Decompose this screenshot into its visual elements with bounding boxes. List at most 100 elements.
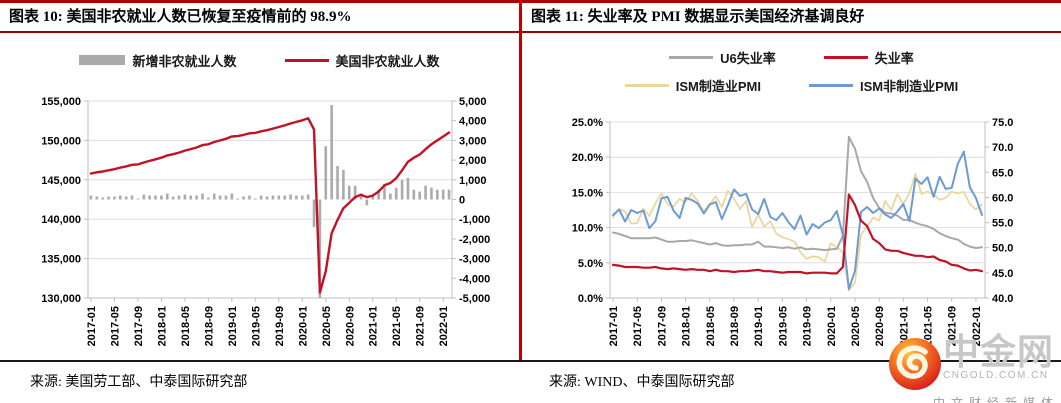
svg-text:50.0: 50.0 — [992, 243, 1013, 255]
svg-text:15.0%: 15.0% — [572, 187, 603, 199]
svg-text:155,000: 155,000 — [41, 96, 81, 108]
svg-text:130,000: 130,000 — [41, 293, 81, 305]
svg-text:-2,000: -2,000 — [459, 234, 490, 246]
svg-text:2020-01: 2020-01 — [826, 306, 838, 346]
svg-text:2019-09: 2019-09 — [274, 306, 286, 346]
svg-text:25.0%: 25.0% — [572, 117, 603, 129]
source-left: 来源: 美国劳工部、中泰国际研究部 — [30, 375, 248, 390]
legend-row: U6失业率 失业率 — [669, 48, 914, 67]
legend-swatch-icon — [809, 83, 853, 87]
svg-text:2020-05: 2020-05 — [321, 306, 333, 346]
panel-nonfarm-payrolls: 图表 10: 美国非农就业人数已恢复至疫情前的 98.9% 新增非农就业人数 美国… — [0, 3, 519, 361]
svg-text:40.0: 40.0 — [992, 293, 1013, 305]
svg-text:135,000: 135,000 — [41, 254, 81, 266]
svg-text:2021-09: 2021-09 — [947, 306, 959, 346]
svg-text:10.0%: 10.0% — [572, 223, 603, 235]
chart-title-right: 图表 11: 失业率及 PMI 数据显示美国经济基调良好 — [531, 9, 865, 25]
svg-text:2020-09: 2020-09 — [874, 306, 886, 346]
legend-swatch-icon — [823, 55, 868, 59]
svg-text:2017-01: 2017-01 — [608, 306, 620, 346]
svg-text:0.0%: 0.0% — [578, 293, 603, 305]
svg-text:60.0: 60.0 — [992, 192, 1013, 204]
logo-domain: CNGOLD.COM.CN — [943, 370, 1049, 381]
svg-text:2019-05: 2019-05 — [777, 306, 789, 346]
svg-text:2018-01: 2018-01 — [681, 306, 693, 346]
svg-text:2021-05: 2021-05 — [391, 306, 403, 346]
svg-text:2017-05: 2017-05 — [109, 306, 121, 346]
svg-text:2022-01: 2022-01 — [438, 306, 450, 346]
top-border-rule — [0, 0, 1061, 3]
svg-text:2018-05: 2018-05 — [180, 306, 192, 346]
unemployment-pmi-chart: 25.0% 20.0% 15.0% 10.0% 5.0% 0.0% 75.0 70.0 65.0… — [572, 117, 1014, 346]
svg-text:2017-05: 2017-05 — [632, 306, 644, 346]
svg-text:2017-09: 2017-09 — [656, 306, 668, 346]
svg-text:2021-05: 2021-05 — [923, 306, 935, 346]
title-rule-left — [0, 31, 519, 33]
legend-item: U6失业率 — [669, 48, 776, 67]
svg-text:1,000: 1,000 — [459, 175, 487, 187]
svg-text:2021-01: 2021-01 — [898, 306, 910, 346]
legend-label: ISM非制造业PMI — [860, 78, 959, 94]
panel-divider — [519, 0, 522, 362]
legend-item: ISM非制造业PMI — [809, 76, 958, 95]
svg-text:5.0%: 5.0% — [578, 258, 603, 270]
svg-text:20.0%: 20.0% — [572, 152, 603, 164]
cngold-logo-icon — [889, 338, 941, 390]
panel-unemployment-pmi: 图表 11: 失业率及 PMI 数据显示美国经济基调良好 U6失业率 失业率 ISM… — [522, 3, 1061, 361]
svg-text:2020-01: 2020-01 — [297, 306, 309, 346]
bottom-rule — [0, 360, 1061, 362]
legend-item: 美国非农就业人数 — [284, 51, 440, 70]
svg-text:-4,000: -4,000 — [459, 273, 490, 285]
svg-text:2017-09: 2017-09 — [133, 306, 145, 346]
svg-text:-5,000: -5,000 — [459, 293, 490, 305]
svg-text:2018-09: 2018-09 — [203, 306, 215, 346]
legend-row: 新增非农就业人数 美国非农就业人数 — [79, 51, 440, 70]
legend-label: ISM制造业PMI — [675, 78, 761, 94]
svg-text:-3,000: -3,000 — [459, 254, 490, 266]
legend-swatch-icon — [624, 83, 669, 87]
svg-text:-1,000: -1,000 — [459, 214, 490, 226]
svg-text:2019-05: 2019-05 — [250, 306, 262, 346]
svg-text:65.0: 65.0 — [992, 167, 1013, 179]
logo-name: 中金网 — [943, 331, 1055, 372]
chart-title-left: 图表 10: 美国非农就业人数已恢复至疫情前的 98.9% — [9, 9, 352, 25]
nonfarm-payrolls-chart: 155,000 150,000 145,000 140,000 135,000 130,0… — [41, 96, 490, 346]
legend-label: 美国非农就业人数 — [335, 53, 440, 69]
svg-text:4,000: 4,000 — [459, 116, 487, 128]
svg-text:2019-09: 2019-09 — [802, 306, 814, 346]
svg-text:45.0: 45.0 — [992, 268, 1013, 280]
legend-item: ISM制造业PMI — [624, 76, 761, 95]
legend-swatch-icon — [79, 55, 126, 65]
svg-text:2021-01: 2021-01 — [368, 306, 380, 346]
svg-text:145,000: 145,000 — [41, 175, 81, 187]
cngold-watermark-logo: 中金网 CNGOLD.COM.CN 中文财经新媒体 — [887, 331, 1059, 403]
svg-text:70.0: 70.0 — [992, 142, 1013, 154]
svg-text:0: 0 — [459, 195, 465, 207]
svg-text:2019-01: 2019-01 — [227, 306, 239, 346]
svg-text:2019-01: 2019-01 — [753, 306, 765, 346]
title-rule-right — [522, 31, 1061, 33]
logo-tagline: 中文财经新媒体 — [932, 396, 1059, 403]
legend-row: ISM制造业PMI ISM非制造业PMI — [624, 76, 958, 95]
svg-text:140,000: 140,000 — [41, 214, 81, 226]
legend-label: U6失业率 — [720, 50, 776, 66]
legend-label: 新增非农就业人数 — [132, 53, 237, 69]
svg-text:55.0: 55.0 — [992, 218, 1013, 230]
legend-item: 失业率 — [823, 48, 914, 67]
svg-text:2,000: 2,000 — [459, 155, 487, 167]
legend-item: 新增非农就业人数 — [79, 51, 237, 70]
svg-text:2018-05: 2018-05 — [705, 306, 717, 346]
svg-text:3,000: 3,000 — [459, 135, 487, 147]
svg-text:2021-09: 2021-09 — [415, 306, 427, 346]
svg-text:2022-01: 2022-01 — [971, 306, 983, 346]
svg-text:75.0: 75.0 — [992, 117, 1013, 129]
svg-text:2017-01: 2017-01 — [86, 306, 98, 346]
svg-text:2018-01: 2018-01 — [156, 306, 168, 346]
svg-text:2018-09: 2018-09 — [729, 306, 741, 346]
legend-swatch-icon — [284, 58, 329, 62]
legend-label: 失业率 — [874, 50, 914, 66]
svg-text:2020-05: 2020-05 — [850, 306, 862, 346]
svg-text:150,000: 150,000 — [41, 135, 81, 147]
source-right: 来源: WIND、中泰国际研究部 — [549, 375, 735, 390]
